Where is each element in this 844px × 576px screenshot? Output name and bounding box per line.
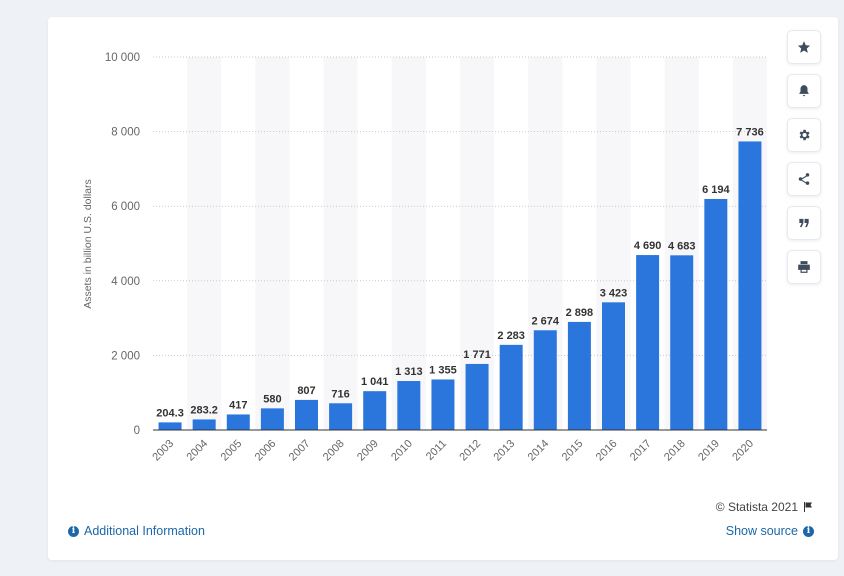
bar[interactable]: [363, 391, 387, 430]
bar[interactable]: [567, 321, 591, 430]
bar[interactable]: [158, 422, 182, 430]
y-tick-label: 4 000: [111, 276, 140, 288]
x-tick-label: 2010: [389, 438, 415, 464]
x-tick-label: 2018: [662, 438, 688, 464]
data-label: 807: [297, 385, 315, 397]
print-icon: [798, 261, 810, 273]
data-label: 3 423: [600, 287, 628, 299]
bar[interactable]: [192, 419, 216, 430]
data-label: 283.2: [190, 404, 218, 416]
data-label: 7 736: [736, 126, 764, 138]
x-tick-label: 2005: [219, 438, 245, 464]
y-tick-label: 2 000: [111, 350, 140, 362]
additional-information-label: Additional Information: [84, 524, 205, 538]
data-label: 1 355: [429, 364, 457, 376]
x-tick-label: 2016: [594, 438, 620, 464]
x-tick-label: 2007: [287, 438, 313, 464]
x-tick-label: 2009: [355, 438, 381, 464]
y-axis-ticks: 0 2 000 4 000 6 000 8 000 10 000: [105, 52, 140, 437]
bar[interactable]: [636, 255, 660, 430]
data-label: 716: [331, 388, 349, 400]
additional-information-link[interactable]: i Additional Information: [68, 524, 205, 538]
print-button[interactable]: [787, 250, 821, 284]
value-labels: 204.3 283.2 417 580 807 716 1 041 1 313 1 355 1 7…: [156, 126, 763, 419]
data-label: 1 313: [395, 366, 423, 378]
show-source-label: Show source: [725, 524, 798, 538]
x-tick-label: 2019: [696, 438, 722, 464]
data-label: 580: [263, 393, 281, 405]
share-icon: [798, 173, 810, 185]
bar[interactable]: [295, 399, 318, 430]
settings-button[interactable]: [787, 118, 821, 152]
bar[interactable]: [738, 141, 762, 430]
x-tick-label: 2003: [150, 438, 176, 464]
band: [391, 57, 426, 430]
bar[interactable]: [465, 363, 489, 430]
band: [323, 57, 358, 430]
bar[interactable]: [329, 403, 353, 430]
info-icon: i: [803, 525, 814, 537]
favorite-button[interactable]: [787, 30, 821, 64]
chart-card: 0 2 000 4 000 6 000 8 000 10 000 204.3 283.2 41…: [48, 17, 838, 560]
data-label: 1 041: [361, 376, 389, 388]
x-tick-label: 2020: [730, 438, 756, 464]
x-tick-label: 2004: [184, 438, 210, 464]
statista-credit: © Statista 2021: [716, 500, 814, 514]
band: [255, 57, 290, 430]
bar[interactable]: [499, 344, 523, 430]
data-label: 2 898: [566, 307, 594, 319]
x-tick-label: 2014: [526, 438, 552, 464]
x-tick-label: 2013: [491, 438, 517, 464]
x-tick-label: 2011: [424, 438, 449, 463]
data-label: 4 683: [668, 240, 696, 252]
bar[interactable]: [397, 381, 421, 430]
share-button[interactable]: [787, 162, 821, 196]
x-tick-label: 2012: [457, 438, 483, 464]
x-tick-label: 2008: [321, 438, 347, 464]
credit-text: © Statista 2021: [715, 500, 798, 514]
show-source-link[interactable]: Show source i: [726, 524, 814, 538]
gear-icon: [799, 129, 810, 141]
data-label: 417: [229, 399, 247, 411]
y-tick-label: 0: [134, 425, 140, 437]
bars: [158, 141, 762, 430]
cite-button[interactable]: [787, 206, 821, 240]
data-label: 4 690: [634, 240, 662, 252]
star-icon: [797, 41, 811, 53]
bar[interactable]: [226, 414, 250, 430]
notification-button[interactable]: [787, 74, 821, 108]
band: [187, 57, 222, 430]
bar[interactable]: [260, 408, 284, 430]
data-label: 2 283: [497, 330, 525, 342]
bar[interactable]: [533, 330, 557, 430]
x-tick-label: 2015: [560, 438, 586, 464]
gridlines: [153, 56, 767, 356]
data-label: 1 771: [463, 349, 491, 361]
x-tick-label: 2006: [253, 438, 279, 464]
chart-toolbar: [787, 30, 821, 294]
flag-icon: [804, 502, 812, 512]
data-label: 2 674: [532, 315, 560, 327]
data-label: 204.3: [156, 407, 184, 419]
bar[interactable]: [602, 302, 625, 430]
bell-icon: [799, 85, 809, 97]
y-axis-label: Assets in billion U.S. dollars: [82, 179, 94, 309]
bar[interactable]: [670, 255, 694, 430]
x-tick-label: 2017: [628, 438, 654, 464]
info-icon: i: [68, 525, 79, 537]
bar[interactable]: [431, 379, 455, 430]
x-axis-ticks: 2003 2004 2005 2006 2007 2008 2009 2010 2011 2012…: [150, 438, 756, 464]
y-tick-label: 6 000: [111, 201, 140, 213]
bar[interactable]: [704, 198, 728, 430]
y-tick-label: 8 000: [111, 127, 140, 139]
bar-chart: 0 2 000 4 000 6 000 8 000 10 000 204.3 283.2 41…: [82, 52, 767, 464]
y-tick-label: 10 000: [105, 52, 140, 64]
quote-icon: [799, 218, 809, 228]
data-label: 6 194: [702, 184, 730, 196]
